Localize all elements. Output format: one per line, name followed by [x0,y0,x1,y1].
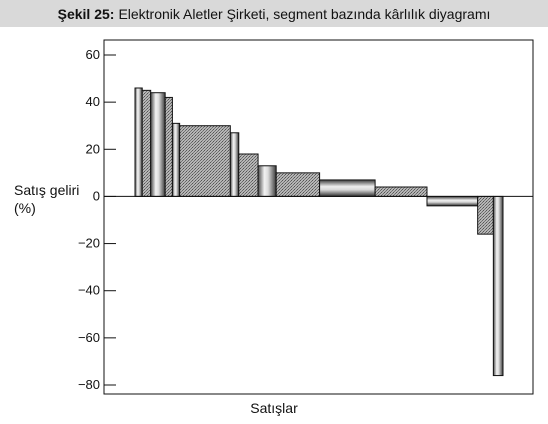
segment-bar-9 [257,165,277,197]
figure-title: Şekil 25: Elektronik Aletler Şirketi, se… [0,0,548,27]
segment-bar-1 [134,87,143,197]
y-tick-label: 60 [86,47,100,62]
segment-bar-8 [238,153,259,197]
y-tick-label: 40 [86,94,100,109]
y-tick-label: −40 [78,283,100,298]
segment-bar-4 [164,96,173,197]
figure-number: Şekil 25: [57,5,115,22]
segment-bar-14 [477,195,494,235]
segment-bar-10 [275,172,321,197]
segment-bar-13 [426,195,479,207]
figure-caption: Elektronik Aletler Şirketi, segment bazı… [118,5,491,22]
segment-bar-11 [319,179,376,197]
segment-bar-6 [179,125,231,197]
y-tick-label: −60 [78,330,100,345]
y-tick-label: 20 [86,141,100,156]
plot-frame [103,39,534,395]
x-axis-label: Satışlar [250,400,298,416]
segment-bar-2 [141,89,152,197]
y-tick-label: −80 [78,377,100,392]
y-tick-label: 0 [93,188,100,203]
segment-bar-7 [229,132,240,197]
y-tick-label: −20 [78,236,100,251]
segment-bar-3 [150,92,166,197]
segment-bar-5 [171,122,181,197]
segment-bar-15 [492,195,504,377]
y-axis-label: Satış geliri (%) [14,181,79,217]
y-axis-label-line-1: Satış geliri [14,182,80,198]
segment-bar-12 [374,186,428,197]
y-axis-label-line-2: (%) [14,200,36,216]
